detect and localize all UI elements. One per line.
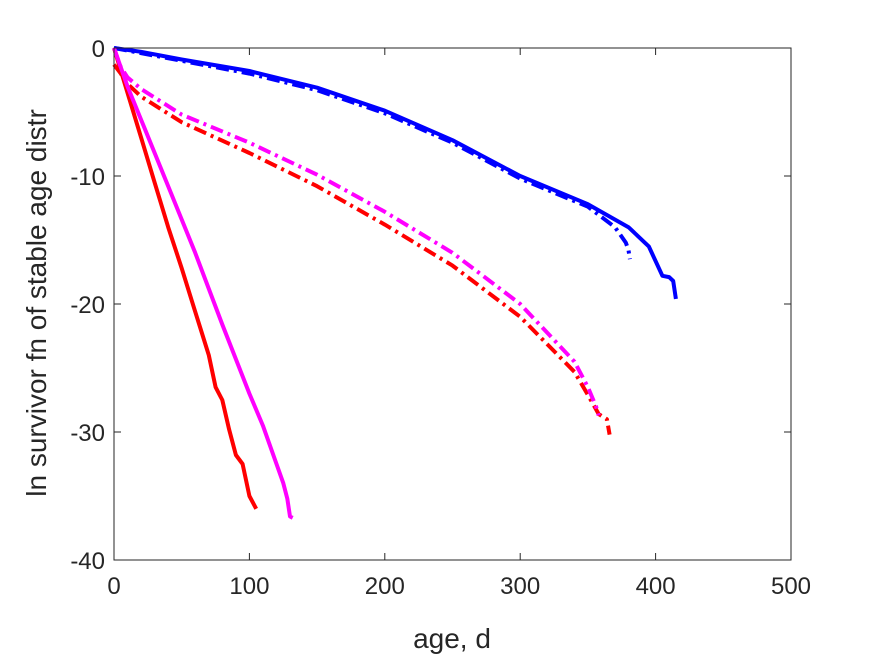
y-tick-label: 0 [92,36,105,63]
series-layer [112,46,678,520]
x-tick-label: 500 [771,573,811,600]
x-tick-label: 0 [107,573,120,600]
x-tick-label: 300 [500,573,540,600]
x-tick-label: 400 [636,573,676,600]
series-line-2 [113,46,632,260]
y-tick-label: -10 [70,164,105,191]
x-tick-label: 200 [365,573,405,600]
y-tick-label: -20 [70,292,105,319]
series-line-6 [112,47,294,520]
y-tick-label: -30 [70,420,105,447]
series-line-1 [113,46,678,300]
y-tick-label: -40 [70,548,105,575]
x-tick-label: 100 [229,573,269,600]
series-line-5 [112,47,258,510]
series-line-4 [112,47,601,416]
axes-layer: 0 100 200 300 400 500 -40 -30 -20 -10 0 [70,36,811,600]
y-axis-title: ln survivor fn of stable age distr [21,109,52,497]
x-axis-title: age, d [413,623,491,654]
